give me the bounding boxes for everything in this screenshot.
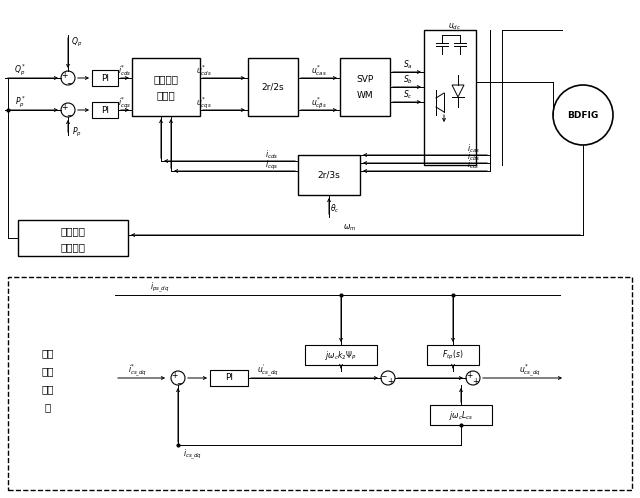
Text: $\theta_c$: $\theta_c$ [330,203,340,215]
Text: PI: PI [101,106,109,115]
Bar [430,405,492,425]
Text: 控制: 控制 [42,384,54,394]
Bar [340,58,390,116]
Text: +: + [61,103,67,112]
Bar [92,70,118,86]
Text: PI: PI [101,74,109,83]
Text: $j\omega_c L_{cs}$: $j\omega_c L_{cs}$ [449,408,473,421]
Text: 前馈电流: 前馈电流 [154,74,179,84]
Text: $u_{cqs}^{*}$: $u_{cqs}^{*}$ [196,95,212,111]
Text: +: + [171,371,177,379]
Text: $-$: $-$ [380,371,388,379]
Text: $i_{cas}$: $i_{cas}$ [467,143,480,155]
Text: $i_{cs\_dq}^{*}$: $i_{cs\_dq}^{*}$ [129,363,148,379]
Text: $u_{cas}^{*}$: $u_{cas}^{*}$ [311,64,327,79]
Text: $F_{tp}(s)$: $F_{tp}(s)$ [442,349,464,362]
Text: 2r/3s: 2r/3s [317,170,340,179]
Bar [305,345,377,365]
Text: 精确计算: 精确计算 [61,242,86,252]
Bar [8,277,632,490]
Text: WM: WM [356,91,373,100]
Text: $P_p$: $P_p$ [72,125,82,138]
Text: $u_{cs\_dq}^{*}$: $u_{cs\_dq}^{*}$ [519,363,541,379]
Text: +: + [466,371,472,379]
Text: 2r/2s: 2r/2s [262,83,284,92]
Text: $u_{cs\_dq}^{'}$: $u_{cs\_dq}^{'}$ [257,363,279,379]
Text: $i_{cs\_dq}$: $i_{cs\_dq}$ [183,448,202,462]
Text: $-$: $-$ [66,78,74,87]
Text: BDFIG: BDFIG [568,111,598,120]
Text: $Q_p$: $Q_p$ [72,35,83,48]
Text: $S_b$: $S_b$ [403,74,413,86]
Bar [424,30,476,165]
Text: +: + [472,377,478,386]
Text: $S_a$: $S_a$ [403,59,413,71]
Text: 控制器: 控制器 [157,90,175,100]
Text: SVP: SVP [356,75,374,84]
Text: $i_{cqs}^{*}$: $i_{cqs}^{*}$ [118,95,132,111]
Text: $i_{cqs}$: $i_{cqs}$ [265,158,278,171]
Bar [210,370,248,386]
Text: $\omega_m$: $\omega_m$ [344,223,356,233]
Text: 给定功率: 给定功率 [61,226,86,236]
Text: $j\omega_c k_2\Psi_P$: $j\omega_c k_2\Psi_P$ [325,349,357,362]
Bar [427,345,479,365]
Text: $i_{ps\_dq}$: $i_{ps\_dq}$ [150,281,170,295]
Text: +: + [61,71,67,80]
Text: 器: 器 [45,402,51,412]
Bar [18,220,128,256]
Text: $i_{ccs}$: $i_{ccs}$ [467,159,480,171]
Text: $i_{cbs}$: $i_{cbs}$ [467,151,480,163]
Bar [298,155,360,195]
Text: 电流: 电流 [42,367,54,376]
Text: +: + [387,377,393,386]
Bar [248,58,298,116]
Text: $-$: $-$ [66,110,74,119]
Text: $Q_p^*$: $Q_p^*$ [14,62,26,78]
Text: $u_{c\beta s}^{*}$: $u_{c\beta s}^{*}$ [311,95,327,111]
Bar [132,58,200,116]
Text: $u_{dc}$: $u_{dc}$ [449,22,461,32]
Text: $S_c$: $S_c$ [403,89,413,101]
Text: $i_{cds}$: $i_{cds}$ [265,149,278,161]
Text: $u_{cds}^{*}$: $u_{cds}^{*}$ [196,64,212,79]
Text: PI: PI [225,374,233,382]
Text: $i_{cds}^{*}$: $i_{cds}^{*}$ [118,64,132,79]
Text: 前馈: 前馈 [42,349,54,359]
Text: $P_p^*$: $P_p^*$ [15,94,26,110]
Text: $-$: $-$ [176,377,184,386]
Bar [92,102,118,118]
